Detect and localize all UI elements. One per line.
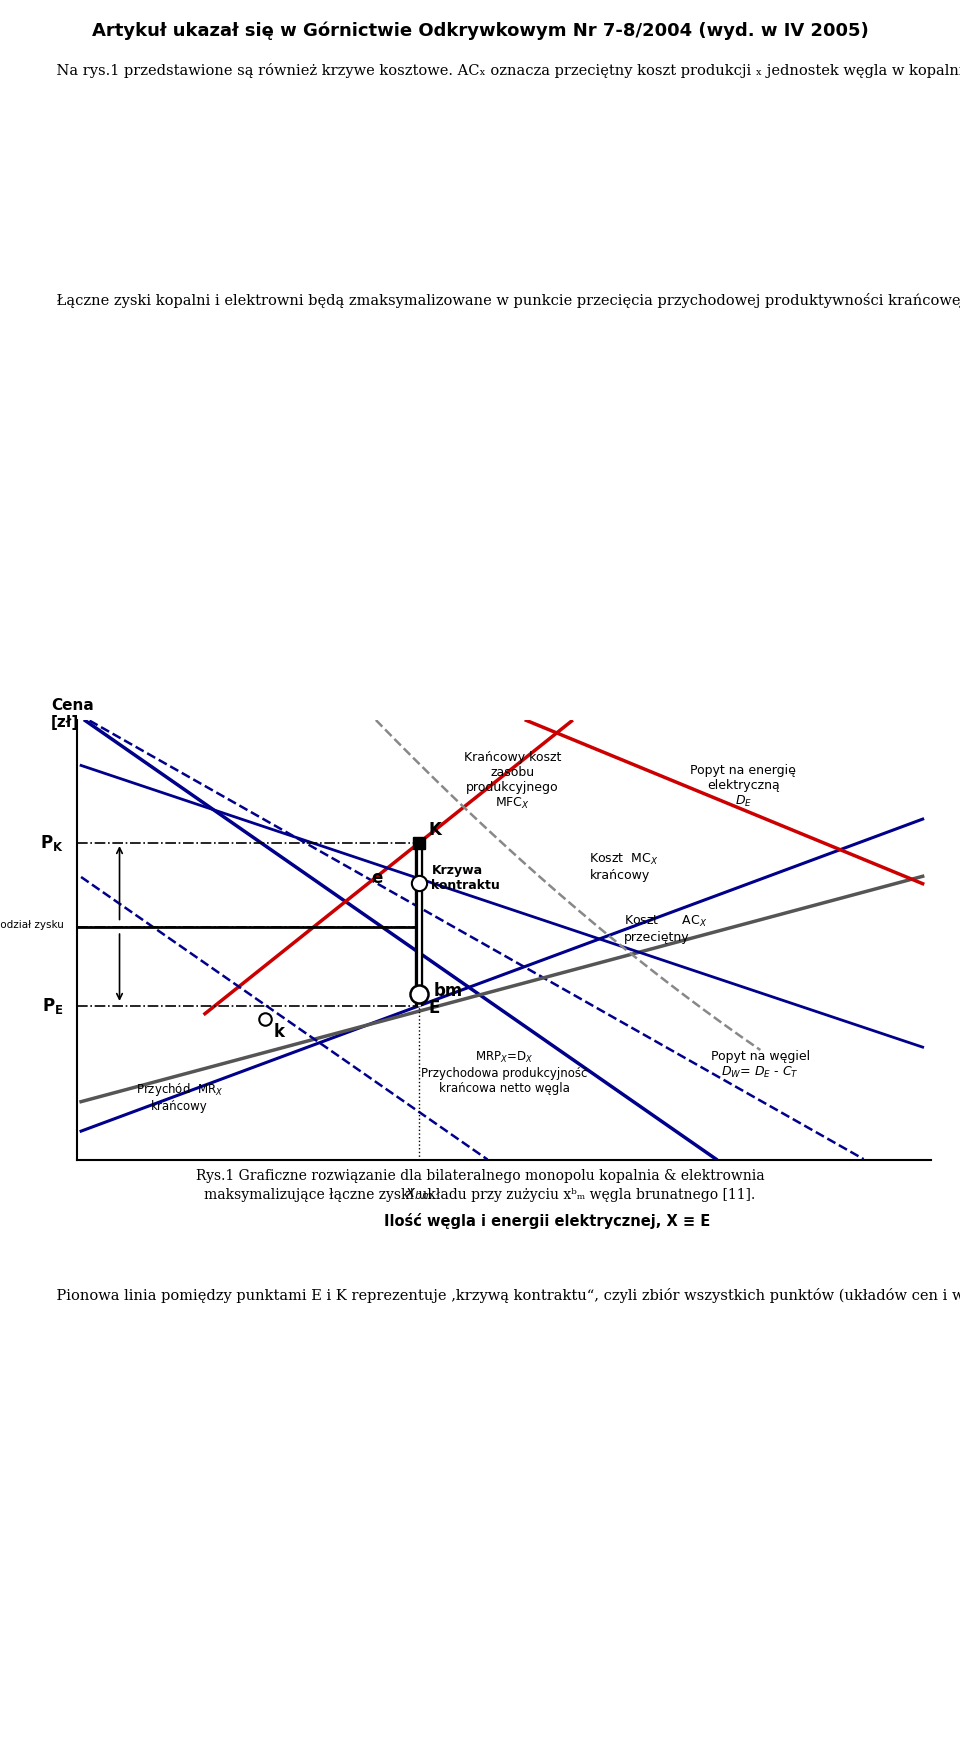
Text: e: e xyxy=(372,868,383,887)
Text: Popyt na węgiel
$D_W$= $D_E$ - $C_T$: Popyt na węgiel $D_W$= $D_E$ - $C_T$ xyxy=(710,1050,810,1080)
Text: E: E xyxy=(429,999,441,1017)
Text: $\mathbf{P_K}$: $\mathbf{P_K}$ xyxy=(40,833,64,853)
Text: Rys.1 Graficzne rozwiązanie dla bilateralnego monopolu kopalnia & elektrownia
ma: Rys.1 Graficzne rozwiązanie dla bilatera… xyxy=(196,1169,764,1202)
Text: Krzywa
kontraktu: Krzywa kontraktu xyxy=(431,865,500,893)
Text: Krańcowy koszt
zasobu
produkcyjnego
MFC$_X$: Krańcowy koszt zasobu produkcyjnego MFC$… xyxy=(464,751,562,811)
Text: Ilość węgla i energii elektrycznej, X ≡ E: Ilość węgla i energii elektrycznej, X ≡ … xyxy=(384,1212,709,1228)
Text: Artykuł ukazał się w Górnictwie Odkrywkowym Nr 7-8/2004 (wyd. w IV 2005): Artykuł ukazał się w Górnictwie Odkrywko… xyxy=(91,21,869,40)
Text: Koszt      AC$_X$
przeciętny: Koszt AC$_X$ przeciętny xyxy=(624,914,707,943)
Text: Łączne zyski kopalni i elektrowni będą zmaksymalizowane w punkcie przecięcia prz: Łączne zyski kopalni i elektrowni będą z… xyxy=(38,293,960,309)
Text: MRP$_X$=D$_X$
Przychodowa produkcyjność
krańcowa netto węgla: MRP$_X$=D$_X$ Przychodowa produkcyjność … xyxy=(420,1050,588,1095)
Text: k: k xyxy=(274,1022,284,1041)
Text: Przychód  MR$_X$
krańcowy: Przychód MR$_X$ krańcowy xyxy=(135,1081,223,1113)
Text: Cena
[zł]: Cena [zł] xyxy=(51,699,94,730)
Text: bm: bm xyxy=(434,982,463,999)
Text: $x_{bm}$: $x_{bm}$ xyxy=(405,1186,432,1202)
Text: Popyt na energię
elektryczną
$D_E$: Popyt na energię elektryczną $D_E$ xyxy=(690,763,796,809)
Text: Koszt  MC$_X$
krańcowy: Koszt MC$_X$ krańcowy xyxy=(589,853,659,882)
Text: P zapewniająca równy podział zysku: P zapewniająca równy podział zysku xyxy=(0,919,64,929)
Text: Na rys.1 przedstawione są również krzywe kosztowe. ACₓ oznacza przeciętny koszt : Na rys.1 przedstawione są również krzywe… xyxy=(38,63,960,79)
Text: K: K xyxy=(429,821,442,839)
Text: $\mathbf{P_E}$: $\mathbf{P_E}$ xyxy=(42,996,64,1017)
Text: Pionowa linia pomiędzy punktami E i K reprezentuje ‚krzywą kontraktu“, czyli zbi: Pionowa linia pomiędzy punktami E i K re… xyxy=(38,1288,960,1303)
